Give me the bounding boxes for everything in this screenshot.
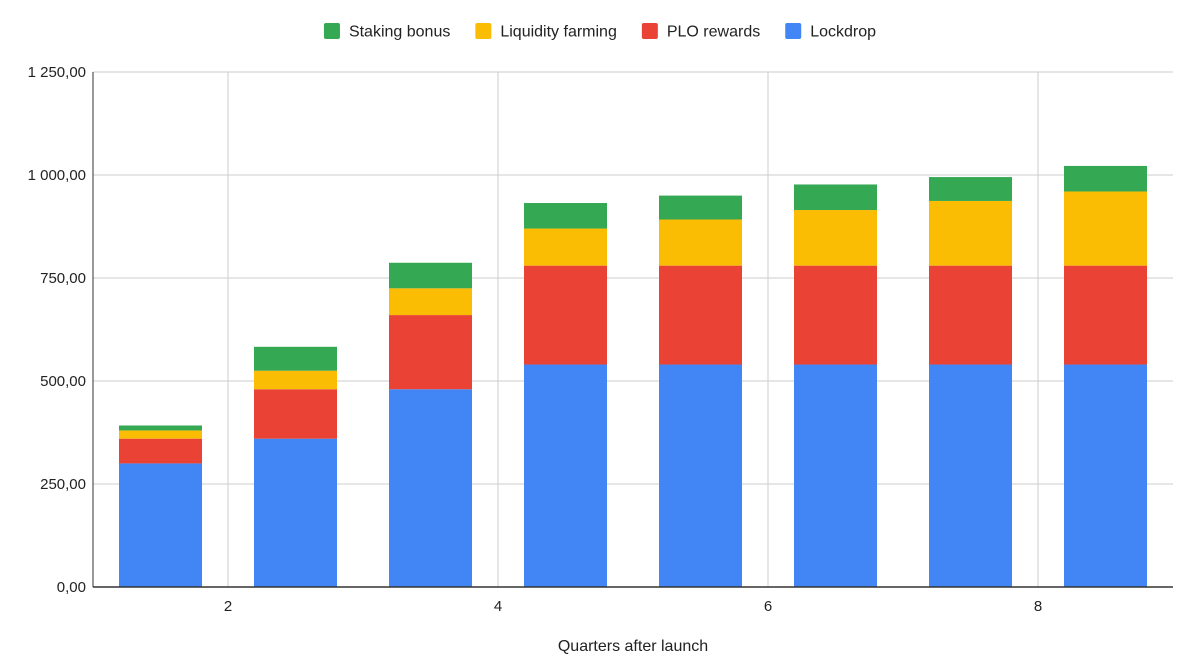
bar-segment-staking-bonus (1064, 165, 1147, 192)
axes: 0,00 250,00 500,00 750,00 1 000,00 1 250,00 2 4… (28, 64, 1173, 615)
legend-swatch (641, 23, 658, 39)
bar-segment-plo-rewards (254, 389, 337, 439)
bar-segment-lockdrop (524, 364, 607, 587)
legend-item-liquidity-farming: Liquidity farming (475, 23, 617, 41)
x-tick-label: 6 (764, 598, 772, 615)
x-axis-title: Quarters after launch (558, 638, 708, 655)
bar-segment-plo-rewards (389, 315, 472, 390)
bar-segment-plo-rewards (794, 265, 877, 365)
bar-segment-liquidity-farming (254, 370, 337, 390)
y-tick-label: 1 000,00 (28, 167, 86, 184)
y-tick-label: 1 250,00 (28, 64, 86, 81)
bar-segment-staking-bonus (119, 425, 202, 431)
legend-label: Liquidity farming (500, 24, 617, 41)
y-tick-label: 250,00 (40, 476, 86, 493)
x-tick-label: 8 (1034, 598, 1042, 615)
bar-segment-lockdrop (929, 364, 1012, 587)
bar-segment-liquidity-farming (1064, 191, 1147, 266)
bar-segment-plo-rewards (119, 438, 202, 464)
y-tick-label: 0,00 (57, 579, 86, 596)
y-tick-label: 500,00 (40, 373, 86, 390)
bar-segment-staking-bonus (254, 346, 337, 371)
bar-segment-liquidity-farming (119, 430, 202, 439)
bar-segment-staking-bonus (659, 195, 742, 220)
bar-segment-liquidity-farming (794, 210, 877, 266)
bar-segment-lockdrop (659, 364, 742, 587)
bar-segment-staking-bonus (929, 177, 1012, 201)
bar-segment-lockdrop (254, 438, 337, 587)
bar-segment-liquidity-farming (659, 219, 742, 266)
legend-label: PLO rewards (667, 24, 760, 41)
bar-segment-lockdrop (389, 389, 472, 587)
bar-segment-plo-rewards (929, 265, 1012, 365)
bar-segment-plo-rewards (524, 265, 607, 365)
bar-segment-plo-rewards (659, 265, 742, 365)
legend-label: Lockdrop (810, 24, 876, 41)
x-tick-label: 2 (224, 598, 232, 615)
x-tick-label: 4 (494, 598, 502, 615)
legend-swatch (475, 23, 492, 39)
legend: Staking bonus Liquidity farming PLO reward… (323, 23, 876, 41)
bar-segment-staking-bonus (794, 184, 877, 211)
bar-segment-staking-bonus (389, 262, 472, 289)
bar-segment-liquidity-farming (389, 288, 472, 316)
legend-swatch (323, 23, 340, 39)
bar-segment-lockdrop (119, 463, 202, 587)
legend-label: Staking bonus (349, 24, 450, 41)
legend-item-staking-bonus: Staking bonus (323, 23, 450, 41)
bar-segment-lockdrop (794, 364, 877, 587)
legend-swatch (785, 23, 802, 39)
legend-item-lockdrop: Lockdrop (785, 23, 876, 41)
legend-item-plo-rewards: PLO rewards (641, 23, 760, 41)
bar-segment-staking-bonus (524, 203, 607, 229)
bar-segment-plo-rewards (1064, 265, 1147, 365)
bars (119, 165, 1147, 587)
bar-segment-liquidity-farming (524, 228, 607, 266)
bar-segment-liquidity-farming (929, 200, 1012, 266)
y-tick-label: 750,00 (40, 270, 86, 287)
bar-segment-lockdrop (1064, 364, 1147, 587)
